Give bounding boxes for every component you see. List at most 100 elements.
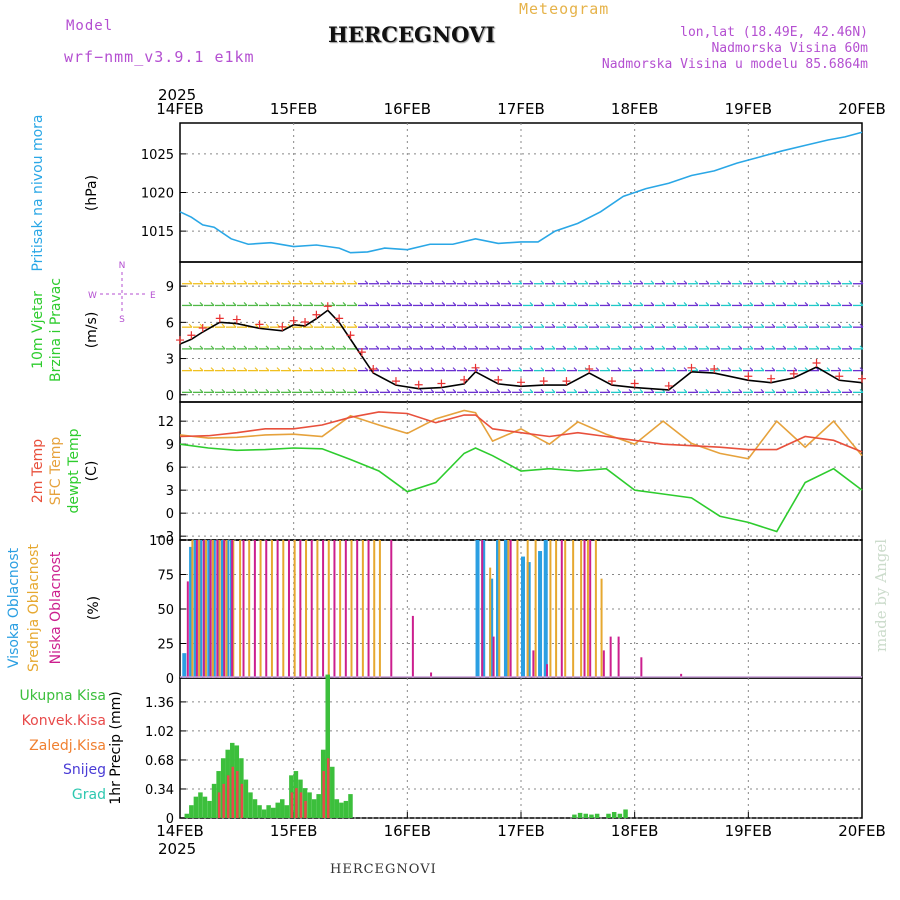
wind-barb-tip [716,280,721,285]
wind-barb-tip [342,280,347,285]
wind-barb-tip [496,367,501,372]
wind-barb-tip [386,323,391,328]
wind-barb-tip [485,280,490,285]
wind-barb-tip [441,367,446,372]
cloud-bar-2 [481,540,484,678]
wind-label-1: 10m Vjetar [30,291,46,369]
wind-barb-tip [628,280,633,285]
wind-barb-tip [683,280,688,285]
wind-barb-tip [342,367,347,372]
wind-barb-tip [474,302,479,306]
wind-barb-tip [397,280,402,285]
wind-barb-tip [375,345,380,350]
xtick-label-bottom: 17FEB [497,822,544,840]
precip-legend-0: Ukupna Kisa [19,688,106,704]
precip-bar-0 [330,766,335,818]
wind-barb-tip [738,302,743,306]
wind-barb-tip [727,280,732,285]
wind-barb-tip [694,280,699,285]
wind-gust-marker [607,377,616,386]
wind-barb-tip [507,367,512,372]
cloud-bar-2 [253,540,256,678]
wind-barb-tip [518,323,523,328]
wind-barb-tip [265,280,270,285]
wind-barb-tip [397,302,402,306]
wind-barb-tip [221,323,226,328]
wind-barb-tip [210,367,215,372]
wind-barb-tip [639,280,644,285]
cloud-bar-2 [287,540,290,678]
wind-barb-tip [793,367,798,372]
wind-barb-tip [573,323,578,328]
wind-barb-tip [815,388,820,393]
wind-barb-tip [320,388,325,393]
wind-barb-tip [320,345,325,350]
wind-barb-tip [540,345,545,350]
temp-unit: (C) [84,461,100,482]
cloud-bar-1 [555,540,558,678]
precip-bar-0 [623,809,628,818]
wind-barb-tip [386,302,391,306]
wind-barb-tip [672,323,677,328]
wind-gust-marker [789,369,798,378]
cloud-bar-2 [411,615,414,678]
wind-barb-tip [221,345,226,350]
wind-barb-tip [353,367,358,372]
wind-barb-tip [309,323,314,328]
cloud-bar-1 [211,540,214,678]
wind-barb-tip [232,280,237,285]
cloud-bar-1 [373,540,376,678]
wind-gust-marker [289,316,298,325]
wind-gust-marker [176,336,184,345]
wind-barb-tip [331,323,336,328]
wind-barb-tip [584,302,589,306]
cloud-bar-2 [276,540,279,678]
precip-bar-0 [617,813,623,818]
wind-barb-tip [848,367,853,372]
wind-barb-tip [793,280,798,285]
wind-barb-tip [771,388,776,393]
cloud-bar-1 [516,540,519,678]
wind-barb-tip [595,323,600,328]
cloud-bar-2 [223,540,226,678]
wind-barb-tip [199,367,204,372]
ytick-label: 0 [166,672,174,687]
wind-barb-tip [672,345,677,350]
wind-barb-tip [265,345,270,350]
precip-bar-0 [334,799,340,818]
wind-barb-tip [837,280,842,285]
wind-barb-tip [529,323,534,328]
cloud-bar-1 [282,540,285,678]
precip-bar-0 [266,805,271,818]
wind-gust-marker [346,331,355,340]
wind-barb-tip [617,302,622,306]
wind-barb-tip [210,388,215,393]
ytick-label: 0 [166,389,174,404]
wind-barb-tip [199,345,204,350]
ytick-label: 9 [166,438,174,453]
cloud-bar-0 [193,540,198,678]
precip-bar-1 [322,771,325,818]
wind-gust-marker [710,365,719,374]
wind-barb-tip [375,367,380,372]
wind-barb-tip [287,367,292,372]
wind-barb-tip [309,345,314,350]
cloud-bar-1 [239,540,242,678]
cloud-bar-0 [207,540,212,678]
wind-barb-tip [540,323,545,328]
compass-e: E [150,291,156,301]
wind-barb-tip [705,345,710,350]
wind-barb-tip [771,367,776,372]
wind-barb-tip [705,302,710,306]
wind-barb-tip [254,280,259,285]
precip-bar-1 [326,758,330,818]
wind-barb-tip [485,345,490,350]
wind-gust-marker [369,365,378,374]
wind-barb-tip [397,345,402,350]
wind-gust-marker [687,363,696,372]
wind-barb-tip [408,388,413,393]
wind-barb-tip [254,302,259,306]
cloud-bar-2 [430,672,433,678]
wind-barb-tip [716,323,721,328]
pressure-unit: (hPa) [84,175,100,211]
